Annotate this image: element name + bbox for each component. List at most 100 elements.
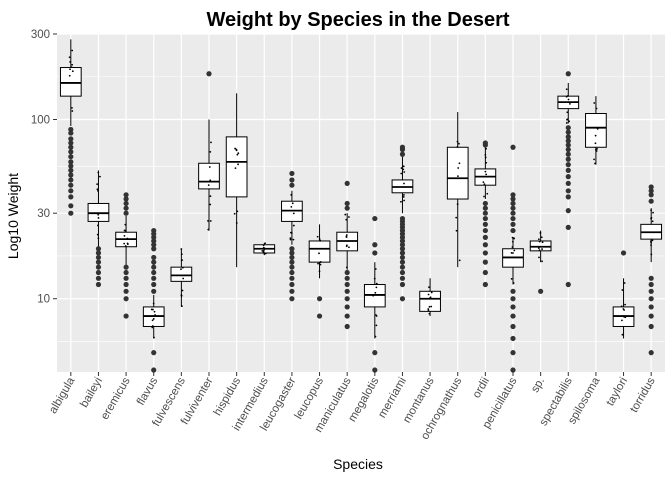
outlier-point bbox=[289, 269, 295, 276]
jitter-point bbox=[402, 165, 405, 168]
jitter-point bbox=[290, 205, 293, 208]
box-torridus bbox=[640, 184, 663, 356]
outlier-point bbox=[510, 205, 516, 211]
outlier-point bbox=[344, 281, 350, 288]
outlier-point bbox=[151, 246, 157, 252]
outlier-point bbox=[68, 172, 74, 178]
outlier-point bbox=[510, 304, 516, 310]
jitter-point bbox=[537, 247, 540, 250]
box-intermedius bbox=[253, 242, 276, 256]
jitter-point bbox=[181, 259, 184, 262]
outlier-point bbox=[482, 200, 488, 207]
jitter-point bbox=[152, 302, 155, 305]
jitter-point bbox=[623, 315, 626, 318]
outlier-point bbox=[123, 264, 129, 270]
jitter-point bbox=[97, 224, 99, 227]
outlier-point bbox=[289, 264, 295, 270]
box-body bbox=[446, 146, 469, 200]
jitter-point bbox=[236, 153, 239, 156]
outlier-point bbox=[565, 125, 571, 131]
jitter-point bbox=[484, 153, 487, 156]
outlier-point bbox=[151, 281, 157, 288]
y-tick-label: 300 bbox=[31, 29, 50, 41]
outlier-point bbox=[399, 296, 406, 302]
jitter-point bbox=[511, 236, 514, 239]
jitter-point bbox=[96, 183, 99, 186]
outlier-point bbox=[510, 296, 516, 302]
outlier-point bbox=[565, 180, 571, 187]
box-maniculatus bbox=[336, 180, 359, 330]
jitter-point bbox=[458, 142, 460, 145]
outlier-point bbox=[151, 242, 157, 248]
jitter-point bbox=[151, 308, 154, 311]
jitter-point bbox=[289, 237, 292, 240]
jitter-point bbox=[621, 289, 624, 291]
outlier-point bbox=[565, 151, 571, 157]
jitter-point bbox=[565, 95, 568, 98]
jitter-point bbox=[124, 223, 127, 226]
outlier-point bbox=[399, 215, 406, 222]
jitter-point bbox=[262, 246, 265, 249]
outlier-point bbox=[399, 259, 406, 265]
outlier-point bbox=[95, 250, 102, 256]
outlier-point bbox=[372, 250, 378, 256]
outlier-point bbox=[565, 208, 571, 214]
outlier-point bbox=[372, 367, 378, 373]
jitter-point bbox=[594, 162, 596, 165]
box-montanus bbox=[419, 278, 441, 317]
outlier-point bbox=[565, 156, 571, 162]
outlier-point bbox=[648, 288, 654, 294]
outlier-point bbox=[123, 288, 129, 294]
outlier-point bbox=[482, 210, 488, 216]
jitter-point bbox=[209, 150, 212, 153]
outlier-point bbox=[151, 275, 157, 281]
jitter-point bbox=[348, 216, 350, 218]
box-body bbox=[59, 67, 82, 97]
outlier-point bbox=[399, 275, 406, 281]
outlier-point bbox=[648, 188, 654, 194]
jitter-point bbox=[513, 249, 516, 252]
jitter-point bbox=[429, 296, 432, 299]
jitter-point bbox=[374, 268, 377, 270]
outlier-point bbox=[68, 182, 74, 188]
outlier-point bbox=[399, 242, 406, 248]
jitter-point bbox=[511, 240, 514, 243]
jitter-point bbox=[483, 183, 486, 186]
jitter-point bbox=[180, 268, 182, 271]
jitter-point bbox=[97, 171, 100, 174]
jitter-point bbox=[483, 195, 485, 198]
outlier-point bbox=[151, 350, 157, 356]
y-tick-label: 10 bbox=[37, 294, 50, 306]
jitter-point bbox=[485, 147, 487, 150]
outlier-point bbox=[123, 296, 129, 302]
outlier-point bbox=[648, 281, 654, 288]
outlier-point bbox=[648, 313, 654, 319]
outlier-point bbox=[399, 264, 406, 270]
jitter-point bbox=[209, 220, 212, 222]
outlier-point bbox=[482, 227, 488, 234]
outlier-point bbox=[482, 140, 488, 146]
jitter-point bbox=[234, 167, 237, 170]
outlier-point bbox=[151, 367, 157, 373]
outlier-point bbox=[151, 254, 157, 261]
jitter-point bbox=[96, 188, 99, 191]
jitter-point bbox=[485, 161, 488, 164]
outlier-point bbox=[316, 296, 323, 302]
jitter-point bbox=[317, 262, 319, 265]
chart-title: Weight by Species in the Desert bbox=[206, 9, 509, 31]
jitter-point bbox=[264, 242, 266, 245]
jitter-point bbox=[318, 261, 321, 264]
jitter-point bbox=[403, 171, 406, 173]
outlier-point bbox=[206, 71, 212, 77]
outlier-point bbox=[482, 242, 488, 248]
box-flavus bbox=[142, 227, 165, 373]
outlier-point bbox=[399, 269, 406, 276]
jitter-point bbox=[97, 213, 100, 216]
outlier-point bbox=[151, 264, 157, 270]
outlier-point bbox=[399, 254, 406, 261]
outlier-point bbox=[344, 275, 350, 281]
box-penicillatus bbox=[502, 144, 524, 373]
outlier-point bbox=[372, 350, 378, 356]
